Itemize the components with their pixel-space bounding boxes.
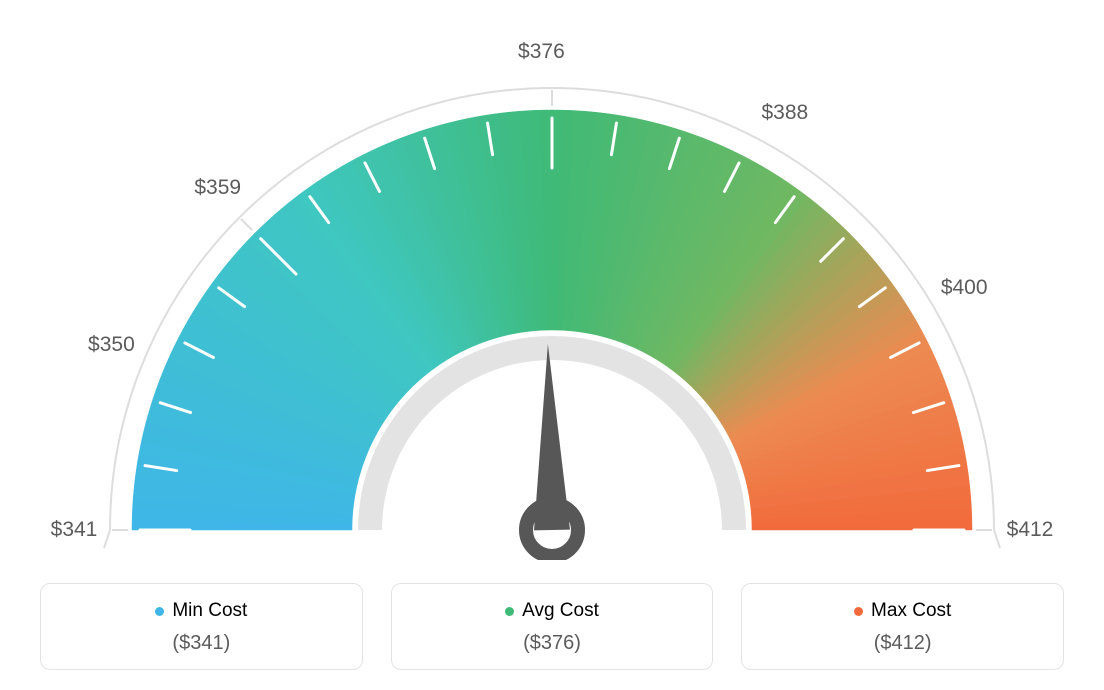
legend-card-avg: Avg Cost ($376) — [391, 583, 714, 670]
legend-label-text: Max Cost — [871, 600, 951, 622]
gauge-tick-label: $359 — [194, 176, 241, 200]
legend-row: Min Cost ($341) Avg Cost ($376) Max Cost… — [40, 583, 1064, 670]
gauge-tick-label: $400 — [941, 276, 988, 300]
gauge-tick-label: $376 — [518, 40, 565, 64]
legend-label-min: Min Cost — [155, 600, 247, 622]
gauge-chart-container: $341 $350 $359 $376 $388 $400 $412 Min Cost ($… — [0, 0, 1104, 690]
legend-value-avg: ($376) — [392, 632, 713, 655]
legend-label-avg: Avg Cost — [505, 600, 599, 622]
gauge-svg — [0, 0, 1104, 560]
legend-label-text: Min Cost — [172, 600, 247, 622]
legend-card-min: Min Cost ($341) — [40, 583, 363, 670]
legend-value-min: ($341) — [41, 632, 362, 655]
gauge-tick-label: $350 — [88, 333, 135, 357]
legend-value-max: ($412) — [742, 632, 1063, 655]
legend-label-text: Avg Cost — [522, 600, 599, 622]
legend-card-max: Max Cost ($412) — [741, 583, 1064, 670]
legend-label-max: Max Cost — [854, 600, 951, 622]
legend-dot-avg — [505, 607, 514, 616]
gauge-tick-label: $341 — [51, 518, 98, 542]
gauge-tick-label: $388 — [761, 101, 808, 125]
gauge-area: $341 $350 $359 $376 $388 $400 $412 — [0, 0, 1104, 560]
legend-dot-min — [155, 607, 164, 616]
gauge-tick-label: $412 — [1007, 518, 1054, 542]
legend-dot-max — [854, 607, 863, 616]
